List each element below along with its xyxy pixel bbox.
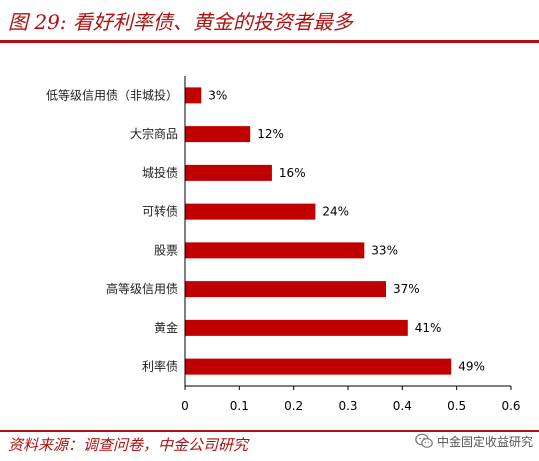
x-tick-label: 0.4 (393, 399, 412, 413)
x-tick-label: 0 (181, 399, 189, 413)
x-tick-label: 0.3 (338, 399, 357, 413)
category-label: 高等级信用债 (106, 281, 178, 296)
category-label: 城投债 (142, 165, 178, 180)
footer-rule (0, 430, 539, 432)
bar (185, 319, 408, 336)
data-label: 12% (257, 127, 284, 141)
bar (185, 126, 251, 143)
data-label: 33% (371, 243, 398, 257)
data-label: 24% (322, 205, 349, 219)
data-label: 3% (208, 88, 227, 102)
data-label: 49% (458, 360, 485, 374)
x-tick-label: 0.6 (501, 399, 520, 413)
category-label: 黄金 (154, 320, 178, 335)
bar (185, 242, 365, 259)
category-label: 大宗商品 (130, 126, 178, 141)
watermark: 中金固定收益研究 (415, 429, 533, 453)
x-tick-label: 0.2 (284, 399, 303, 413)
data-label: 37% (393, 282, 420, 296)
bar (185, 281, 387, 298)
watermark-text: 中金固定收益研究 (436, 434, 533, 449)
chart-title: 图 29: 看好利率债、黄金的投资者最多 (8, 10, 353, 34)
category-label: 低等级信用债（非城投） (46, 87, 178, 102)
title-rule (0, 40, 539, 43)
bar (185, 203, 316, 220)
data-label: 41% (415, 321, 442, 335)
wechat-icon (415, 433, 433, 448)
data-label: 16% (279, 166, 306, 180)
bar (185, 87, 202, 104)
category-label: 可转债 (142, 204, 178, 219)
source-note: 资料来源：调查问卷，中金公司研究 (8, 436, 249, 454)
category-label: 股票 (154, 243, 178, 257)
x-tick-label: 0.1 (230, 399, 249, 413)
bar (185, 358, 452, 375)
bar-chart: 低等级信用债（非城投） 3% 大宗商品 12% 城投债 16% 可转债 24% 股票 33% 高等级… (46, 76, 521, 413)
bar (185, 164, 272, 181)
x-tick-label: 0.5 (447, 399, 466, 413)
category-label: 利率债 (142, 359, 178, 374)
